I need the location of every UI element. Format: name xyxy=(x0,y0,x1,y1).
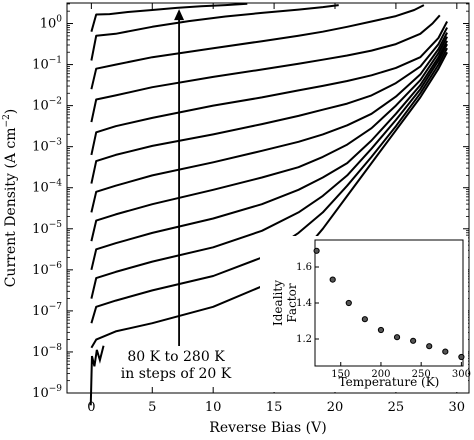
inset-y-tick-label: 1.4 xyxy=(296,298,312,309)
inset-data-point xyxy=(442,348,449,355)
series-line-6 xyxy=(90,32,448,213)
series-line-3 xyxy=(90,43,448,299)
main-y-ticks: 10−9 10−8 10−7 10−6 10−5 10−4 10−3 10−2 10−1 100 xyxy=(32,3,469,401)
main-plot-frame xyxy=(66,2,470,394)
x-tick-label: 25 xyxy=(388,400,405,415)
inset-data-point xyxy=(458,353,465,361)
inset-x-tick-label: 150 xyxy=(331,369,350,380)
y-tick-label: 10−7 xyxy=(32,302,62,319)
inset-y-axis-label-line-2: Factor xyxy=(285,283,299,322)
y-axis-label: Current Density (A cm−2) xyxy=(2,109,19,288)
x-tick-label: 15 xyxy=(266,400,283,415)
x-axis-label: Reverse Bias (V) xyxy=(209,420,326,436)
inset-plot: 150 200 250 300 1.2 1.4 1.6 Temperature (K) I… xyxy=(260,236,471,392)
series-line-7 xyxy=(90,27,448,184)
y-tick-label: 10−3 xyxy=(32,138,62,155)
y-tick-label: 10−1 xyxy=(32,56,62,73)
inset-data-point xyxy=(361,316,368,323)
main-plot: 0 5 10 15 20 25 30 10−910−810−710−610−510−410−… xyxy=(2,2,470,436)
y-axis-label-exponent: −2 xyxy=(2,114,12,127)
onset-noise-line xyxy=(89,345,105,406)
inset-data-point xyxy=(426,343,433,350)
inset-x-axis-label: Temperature (K) xyxy=(339,375,440,389)
inset-y-ticks: 1.2 1.4 1.6 xyxy=(296,262,319,345)
inset-data-point xyxy=(410,337,417,344)
main-curves xyxy=(89,2,448,406)
y-tick-label: 100 xyxy=(40,15,63,32)
y-tick-label: 10−4 xyxy=(32,179,62,196)
x-tick-label: 30 xyxy=(449,400,466,415)
y-tick-label: 10−6 xyxy=(32,261,62,278)
series-line-9 xyxy=(90,14,441,123)
inset-data-point xyxy=(313,247,320,254)
y-tick-label: 10−5 xyxy=(32,220,62,237)
series-line-5 xyxy=(90,36,448,242)
temperature-annotation: 80 K to 280 K in steps of 20 K xyxy=(112,9,244,382)
inset-y-tick-label: 1.6 xyxy=(296,262,312,273)
main-x-axis-label: Reverse Bias (V) xyxy=(209,420,326,436)
series-line-11 xyxy=(90,4,339,61)
inset-x-ticks: 150 200 250 300 xyxy=(331,362,471,380)
inset-points xyxy=(313,247,465,361)
x-tick-label: 0 xyxy=(87,400,95,415)
series-line-4 xyxy=(90,40,448,271)
main-y-axis-label: Current Density (A cm−2) xyxy=(2,109,19,288)
inset-y-axis-label-line-1: Ideality xyxy=(271,280,285,326)
y-tick-label: 10−2 xyxy=(32,97,62,114)
inset-y-tick-label: 1.2 xyxy=(296,334,312,345)
annotation-line-1: 80 K to 280 K xyxy=(127,349,225,365)
y-tick-label: 10−9 xyxy=(32,384,62,401)
inset-data-point xyxy=(345,299,352,307)
series-line-12 xyxy=(90,2,248,32)
x-tick-label: 5 xyxy=(148,400,156,415)
y-axis-label-main: Current Density (A cm xyxy=(3,127,19,287)
inset-data-point xyxy=(377,326,385,334)
y-axis-label-close: ) xyxy=(3,109,19,114)
inset-x-tick-label: 300 xyxy=(452,369,471,380)
inset-data-point xyxy=(329,276,336,283)
inset-data-point xyxy=(393,334,401,341)
annotation-arrowhead xyxy=(174,9,185,21)
inset-y-axis-label: Ideality Factor xyxy=(271,280,299,326)
x-tick-label: 10 xyxy=(205,400,222,415)
x-tick-label: 20 xyxy=(327,400,344,415)
annotation-line-2: in steps of 20 K xyxy=(121,366,232,382)
series-line-10 xyxy=(90,4,425,90)
inset-x-tick-label: 250 xyxy=(412,369,431,380)
y-tick-label: 10−8 xyxy=(32,343,62,360)
series-line-8 xyxy=(90,21,448,156)
annotation-text-background xyxy=(112,346,244,382)
inset-x-tick-label: 200 xyxy=(371,369,390,380)
series-line-2 xyxy=(90,47,448,324)
